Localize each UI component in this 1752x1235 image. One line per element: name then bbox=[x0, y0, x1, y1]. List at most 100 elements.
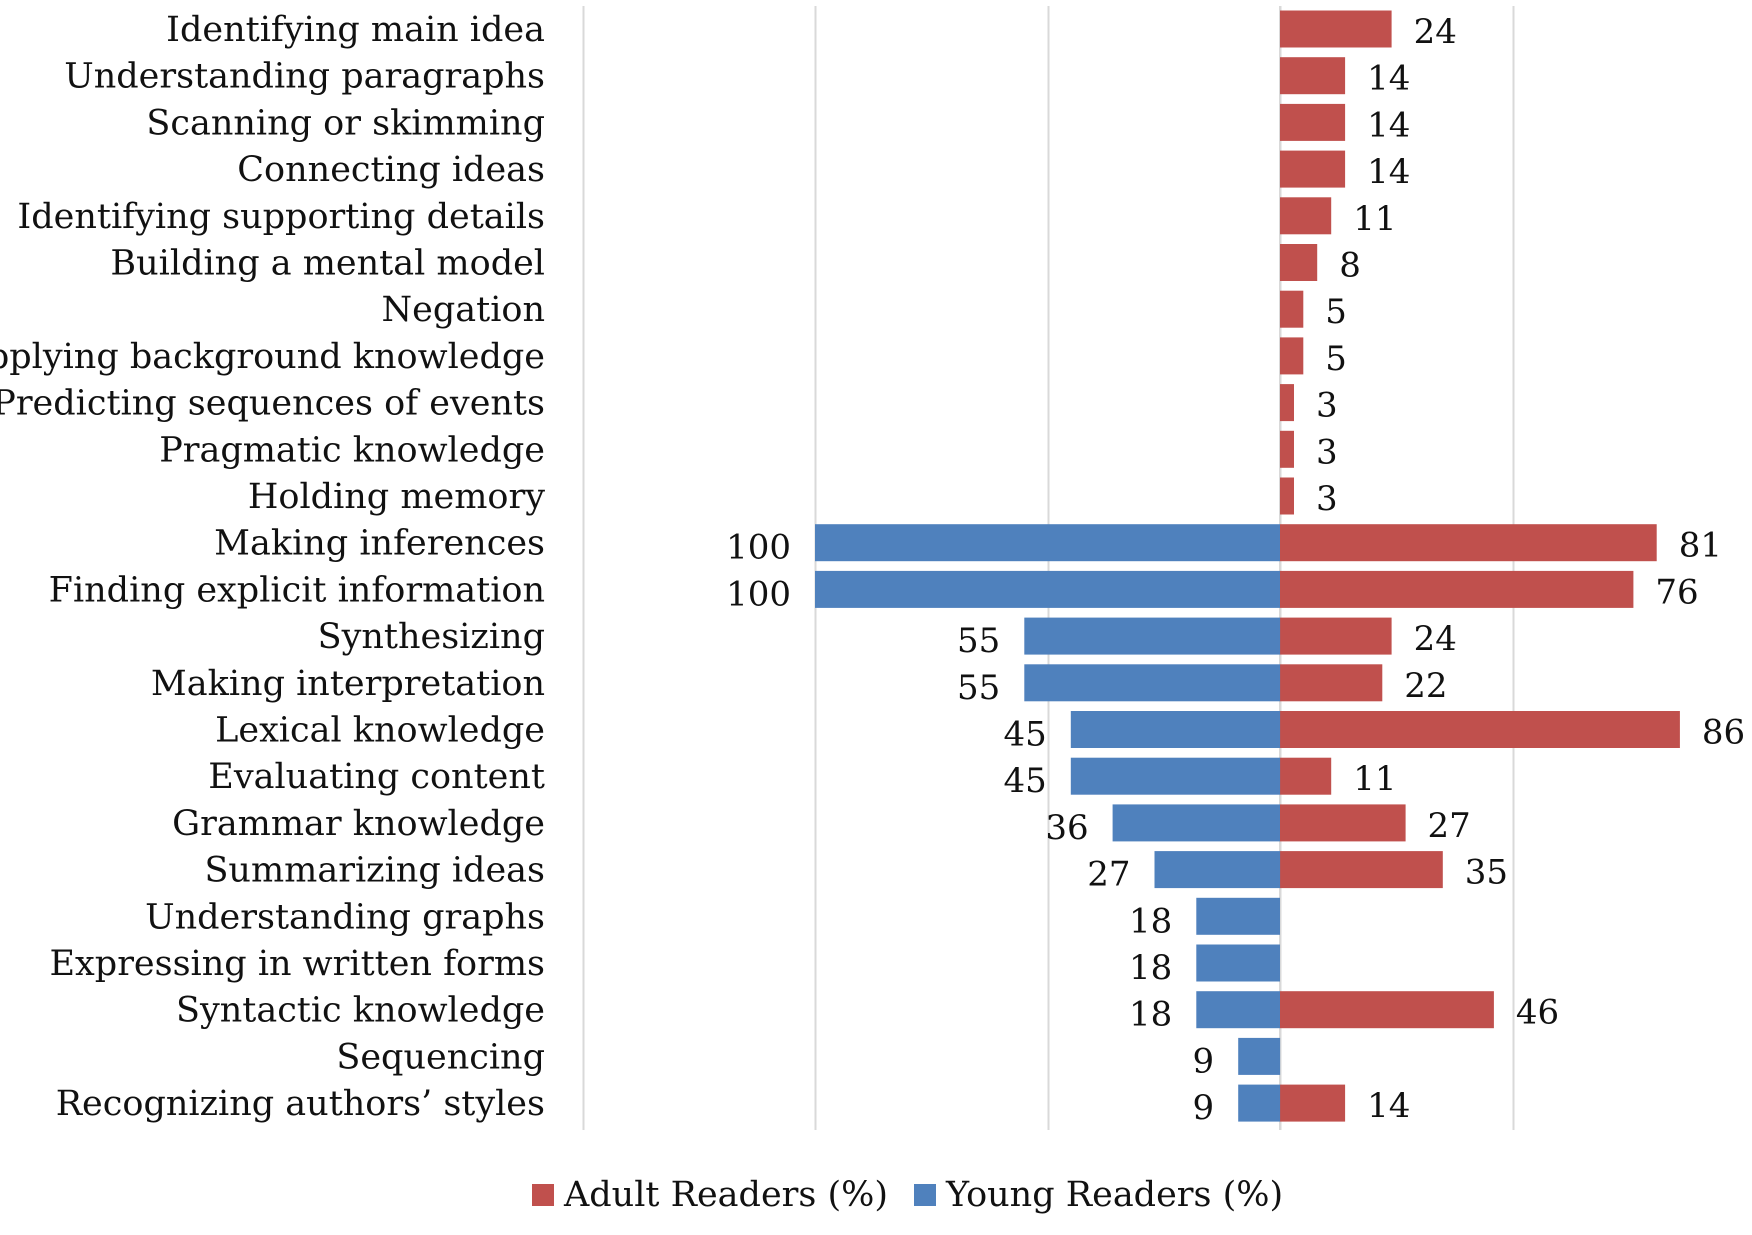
category-label: Synthesizing bbox=[318, 617, 545, 657]
data-label-adult: 27 bbox=[1428, 806, 1471, 846]
data-label-adult: 11 bbox=[1353, 199, 1396, 239]
category-label: Making interpretation bbox=[151, 664, 545, 704]
bar-young bbox=[815, 524, 1280, 562]
bar-adult bbox=[1280, 384, 1294, 422]
data-label-young: 9 bbox=[1193, 1088, 1215, 1128]
bar-young bbox=[1238, 1084, 1281, 1122]
data-label-young: 55 bbox=[957, 621, 1000, 661]
category-label: Summarizing ideas bbox=[204, 851, 545, 891]
bar-adult bbox=[1280, 103, 1346, 141]
category-label: Syntactic knowledge bbox=[176, 991, 545, 1031]
category-label: Identifying supporting details bbox=[17, 197, 545, 237]
data-label-adult: 46 bbox=[1516, 993, 1559, 1033]
data-label-young: 36 bbox=[1045, 808, 1088, 848]
bar-adult bbox=[1280, 244, 1318, 281]
data-label-adult: 86 bbox=[1702, 713, 1745, 753]
data-label-adult: 8 bbox=[1339, 246, 1361, 286]
data-label-adult: 3 bbox=[1316, 386, 1338, 426]
category-label: Holding memory bbox=[248, 477, 545, 517]
gridlines bbox=[582, 6, 1515, 1130]
data-label-adult: 22 bbox=[1404, 666, 1447, 706]
data-label-adult: 5 bbox=[1325, 339, 1347, 379]
bar-young bbox=[1196, 991, 1280, 1029]
data-label-young: 9 bbox=[1193, 1041, 1215, 1081]
bar-adult bbox=[1280, 57, 1346, 95]
bar-adult bbox=[1280, 570, 1634, 608]
category-label: Recognizing authors’ styles bbox=[56, 1084, 545, 1124]
data-label-adult: 14 bbox=[1367, 59, 1410, 99]
bar-adult bbox=[1280, 664, 1383, 702]
data-label-adult: 81 bbox=[1679, 526, 1722, 566]
bar-adult bbox=[1280, 757, 1332, 795]
bar-young bbox=[815, 570, 1280, 608]
value-labels: 2414141411855333817624228611273546141001… bbox=[726, 12, 1745, 1128]
category-label: Lexical knowledge bbox=[215, 711, 545, 751]
category-label: Scanning or skimming bbox=[146, 103, 545, 143]
bar-adult bbox=[1280, 804, 1406, 842]
bar-young bbox=[1154, 851, 1281, 889]
data-label-young: 55 bbox=[957, 668, 1000, 708]
category-label: Identifying main idea bbox=[166, 10, 545, 50]
category-label: Making inferences bbox=[214, 524, 545, 564]
category-label: Sequencing bbox=[336, 1037, 545, 1077]
category-label: Expressing in written forms bbox=[50, 944, 546, 984]
bars bbox=[815, 10, 1680, 1122]
data-label-young: 18 bbox=[1129, 948, 1172, 988]
data-label-adult: 5 bbox=[1325, 292, 1347, 332]
category-label: Predicting sequences of events bbox=[0, 384, 545, 424]
bar-adult bbox=[1280, 290, 1304, 328]
data-label-adult: 3 bbox=[1316, 432, 1338, 472]
bar-adult bbox=[1280, 197, 1332, 235]
category-label: Connecting ideas bbox=[237, 150, 545, 190]
category-label: Finding explicit information bbox=[49, 570, 545, 610]
data-label-adult: 76 bbox=[1655, 572, 1698, 612]
bar-adult bbox=[1280, 991, 1494, 1029]
data-label-adult: 35 bbox=[1465, 853, 1508, 893]
data-label-young: 45 bbox=[1004, 761, 1047, 801]
data-label-young: 27 bbox=[1087, 855, 1130, 895]
category-label: Understanding paragraphs bbox=[64, 57, 545, 97]
data-label-adult: 11 bbox=[1353, 759, 1396, 799]
bar-young bbox=[1070, 757, 1281, 795]
data-label-adult: 14 bbox=[1367, 105, 1410, 145]
bar-adult bbox=[1280, 851, 1443, 889]
category-label: Grammar knowledge bbox=[172, 804, 545, 844]
category-label: Understanding graphs bbox=[145, 897, 545, 937]
bar-adult bbox=[1280, 150, 1346, 188]
bar-young bbox=[1112, 804, 1280, 842]
data-label-young: 18 bbox=[1129, 995, 1172, 1035]
bar-adult bbox=[1280, 711, 1680, 748]
data-label-young: 18 bbox=[1129, 901, 1172, 941]
category-label: Negation bbox=[382, 290, 545, 330]
bar-young bbox=[1024, 617, 1281, 655]
category-label: Pragmatic knowledge bbox=[159, 430, 545, 470]
data-label-young: 100 bbox=[726, 528, 791, 568]
legend-swatch-adult bbox=[532, 1184, 554, 1206]
bar-adult bbox=[1280, 337, 1304, 375]
legend-label-adult: Adult Readers (%) bbox=[563, 1175, 888, 1215]
legend: Adult Readers (%) Young Readers (%) bbox=[532, 1175, 1283, 1215]
data-label-adult: 14 bbox=[1367, 152, 1410, 192]
bar-young bbox=[1238, 1037, 1281, 1075]
bar-adult bbox=[1280, 617, 1392, 655]
bar-young bbox=[1024, 664, 1281, 702]
bar-young bbox=[1070, 711, 1281, 748]
bar-adult bbox=[1280, 524, 1657, 562]
legend-swatch-young bbox=[914, 1184, 936, 1206]
data-label-adult: 24 bbox=[1414, 12, 1457, 52]
data-label-young: 45 bbox=[1004, 715, 1047, 755]
data-label-adult: 3 bbox=[1316, 479, 1338, 519]
bar-young bbox=[1196, 944, 1280, 982]
legend-label-young: Young Readers (%) bbox=[945, 1175, 1283, 1215]
bar-adult bbox=[1280, 10, 1392, 48]
category-label: Evaluating content bbox=[208, 757, 545, 797]
data-label-young: 100 bbox=[726, 574, 791, 614]
bar-adult bbox=[1280, 430, 1294, 468]
data-label-adult: 24 bbox=[1414, 619, 1457, 659]
category-labels: Identifying main idea Understanding parag… bbox=[0, 10, 545, 1124]
bar-young bbox=[1196, 897, 1280, 935]
bar-adult bbox=[1280, 477, 1294, 515]
category-label: Building a mental model bbox=[110, 244, 545, 284]
